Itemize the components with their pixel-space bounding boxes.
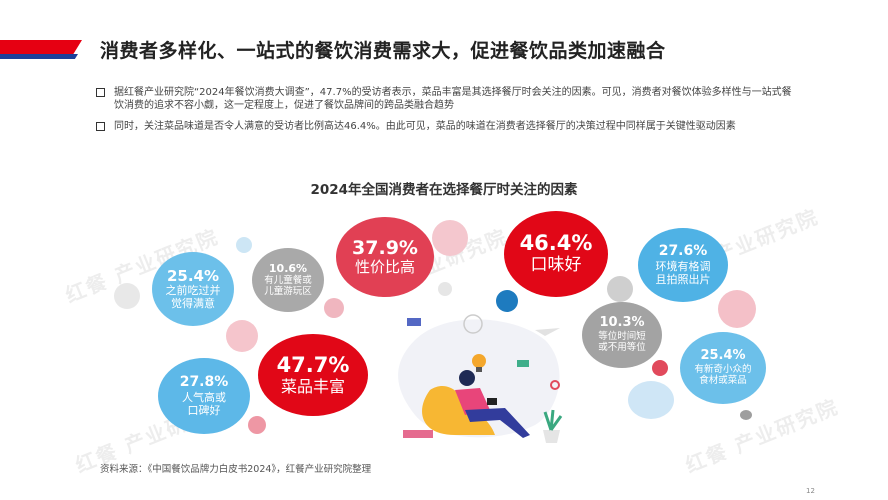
person-thinking-illustration [398, 314, 563, 443]
header-accent-bar [0, 40, 82, 56]
source-note: 资料来源：《中国餐饮品牌力白皮书2024》，红餐产业研究院整理 [100, 464, 372, 475]
bullet-text: 同时，关注菜品味道是否令人满意的受访者比例高达46.4%。由此可见，菜品的味道在… [114, 121, 736, 132]
bubble-ambience: 27.6% 环境有格调 且拍照出片 [638, 228, 728, 302]
square-bullet-icon [96, 88, 105, 97]
bubble-novel-ingredients: 25.4% 有新奇小众的 食材或菜品 [680, 332, 766, 404]
bubble-popularity: 27.8% 人气高或 口碑好 [158, 358, 250, 434]
decor-dot [432, 220, 468, 256]
decor-dot [438, 282, 452, 296]
decor-dot [628, 381, 674, 419]
decor-dot [236, 237, 252, 253]
bullet-item: 据红餐产业研究院“2024年餐饮消费大调查”，47.7%的受访者表示，菜品丰富是… [96, 86, 796, 112]
decor-dot [652, 360, 668, 376]
bullet-list: 据红餐产业研究院“2024年餐饮消费大调查”，47.7%的受访者表示，菜品丰富是… [96, 86, 796, 141]
decor-dot [114, 283, 140, 309]
paper-plane-icon [535, 328, 560, 336]
plant-pot [543, 430, 560, 443]
bubble-kids-area: 10.6% 有儿童餐或 儿童游玩区 [252, 248, 324, 312]
bullet-text: 据红餐产业研究院“2024年餐饮消费大调查”，47.7%的受访者表示，菜品丰富是… [114, 87, 792, 111]
bubble-prior-satisfaction: 25.4% 之前吃过并 觉得满意 [152, 252, 234, 326]
decor-dot [496, 290, 518, 312]
bubble-taste: 46.4% 口味好 [504, 211, 608, 297]
square-bullet-icon [96, 122, 105, 131]
lightbulb-icon [472, 354, 486, 368]
clock-icon [463, 314, 483, 334]
bubble-short-wait: 10.3% 等位时间短 或不用等位 [582, 302, 662, 368]
bean-bag-chair [422, 385, 495, 435]
bubble-rich-dishes: 47.7% 菜品丰富 [258, 334, 368, 416]
decor-dot [248, 416, 266, 434]
decor-dot [740, 410, 752, 420]
page-number: 12 [806, 487, 815, 495]
decor-dot [324, 298, 344, 318]
message-icon [407, 318, 421, 326]
decor-dot [226, 320, 258, 352]
bubble-value-for-money: 37.9% 性价比高 [336, 217, 434, 297]
chart-title: 2024年全国消费者在选择餐厅时关注的因素 [310, 182, 578, 198]
bullet-item: 同时，关注菜品味道是否令人满意的受访者比例高达46.4%。由此可见，菜品的味道在… [96, 120, 796, 133]
header-accent-stripe [0, 54, 78, 59]
page-title: 消费者多样化、一站式的餐饮消费需求大，促进餐饮品类加速融合 [100, 40, 666, 62]
decor-dot [607, 276, 633, 302]
watermark: 红餐 产业研究院 [682, 394, 843, 478]
decor-dot [718, 290, 756, 328]
